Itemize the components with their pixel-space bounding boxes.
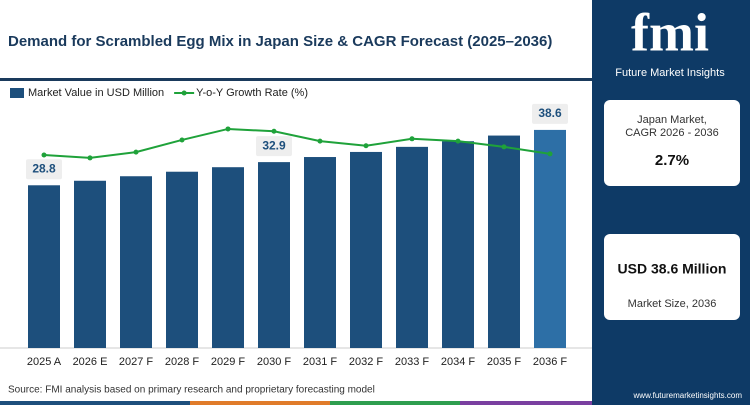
line-point	[501, 144, 507, 150]
card	[604, 234, 740, 320]
legend-swatch	[10, 88, 24, 98]
bar	[74, 180, 106, 348]
line-point	[271, 128, 277, 134]
line-point	[133, 149, 139, 155]
x-tick-label: 2025 A	[27, 356, 62, 368]
line-point	[317, 138, 323, 144]
website: www.futuremarketinsights.com	[633, 391, 743, 400]
line-point	[363, 143, 369, 149]
data-label-bg	[256, 136, 292, 157]
legend-swatch	[181, 90, 187, 96]
side-panel	[592, 0, 750, 405]
bar	[350, 151, 382, 348]
x-tick-label: 2034 F	[441, 356, 476, 368]
bar	[258, 162, 290, 348]
data-label-bg	[26, 159, 62, 180]
strip	[330, 401, 460, 405]
logo: fmi	[631, 2, 709, 62]
card-label: CAGR 2026 - 2036	[625, 127, 719, 139]
line-point	[547, 151, 553, 157]
x-tick-label: 2035 F	[487, 356, 522, 368]
data-label: 38.6	[538, 106, 562, 120]
card-label: Japan Market,	[637, 114, 707, 126]
x-tick-label: 2031 F	[303, 356, 338, 368]
x-tick-label: 2033 F	[395, 356, 430, 368]
line-point	[409, 136, 415, 142]
line-point	[225, 126, 231, 132]
data-label-bg	[532, 103, 568, 124]
x-tick-label: 2030 F	[257, 356, 292, 368]
line-point	[41, 152, 47, 158]
card-value: 2.7%	[655, 152, 689, 169]
line	[43, 127, 551, 159]
bar	[488, 135, 520, 348]
bar	[396, 146, 428, 348]
x-tick-label: 2027 F	[119, 356, 154, 368]
x-tick-label: 2026 E	[73, 356, 108, 368]
strip	[0, 401, 190, 405]
x-tick-label: 2032 F	[349, 356, 384, 368]
source: Source: FMI analysis based on primary re…	[8, 385, 375, 396]
line-point	[87, 155, 93, 161]
bar	[120, 176, 152, 348]
line-point	[455, 138, 461, 144]
card-value: USD 38.6 Million	[618, 261, 727, 277]
chart-title: Demand for Scrambled Egg Mix in Japan Si…	[8, 33, 552, 50]
bar	[28, 185, 60, 348]
data-label: 28.8	[32, 161, 56, 175]
line-point	[179, 137, 185, 143]
title-rule	[0, 78, 592, 81]
bar	[166, 171, 198, 348]
x-tick-label: 2028 F	[165, 356, 200, 368]
x-tick-label: 2036 F	[533, 356, 568, 368]
bar	[442, 141, 474, 348]
strip	[190, 401, 330, 405]
bar	[304, 157, 336, 348]
bar	[212, 167, 244, 348]
legend-label: Market Value in USD Million	[28, 87, 164, 99]
strip	[460, 401, 592, 405]
legend-label: Y-o-Y Growth Rate (%)	[196, 87, 308, 99]
card	[604, 100, 740, 186]
data-label: 32.9	[262, 138, 286, 152]
card-label: Market Size, 2036	[628, 298, 717, 310]
brand: Future Market Insights	[615, 67, 725, 79]
x-tick-label: 2029 F	[211, 356, 246, 368]
bar	[534, 129, 566, 348]
